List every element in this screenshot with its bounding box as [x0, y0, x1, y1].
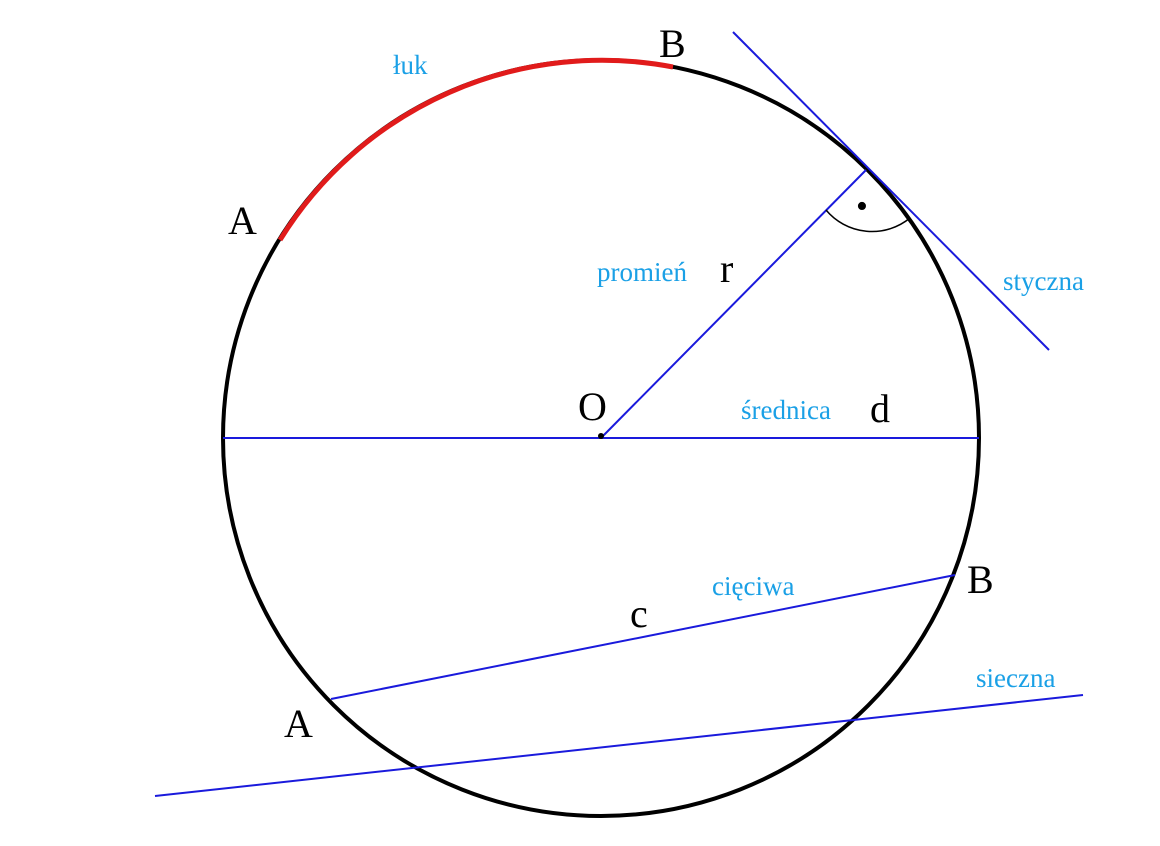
arc-highlight [277, 57, 674, 242]
chord-term-label: cięciwa [712, 571, 794, 601]
tangent-line [732, 31, 1050, 351]
radius-term-label: promień [597, 257, 687, 287]
center-point [598, 433, 604, 439]
secant-line [154, 694, 1084, 797]
chord-point-a-label: A [284, 701, 313, 746]
diameter-term-label: średnica [741, 395, 831, 425]
radius-symbol-label: r [720, 246, 733, 291]
radius-line [600, 169, 867, 439]
diameter-symbol-label: d [870, 386, 890, 431]
arc-term-label: łuk [393, 50, 428, 80]
center-label: O [578, 384, 607, 429]
tangent-term-label: styczna [1003, 266, 1084, 296]
chord-point-b-label: B [967, 557, 994, 602]
arc-point-b-label: B [659, 21, 686, 66]
right-angle-arc [825, 209, 911, 233]
secant-term-label: sieczna [976, 663, 1055, 693]
right-angle-dot: • [856, 188, 868, 225]
arc-point-a-label: A [228, 198, 257, 243]
chord-line [330, 574, 956, 700]
chord-symbol-label: c [630, 591, 648, 636]
